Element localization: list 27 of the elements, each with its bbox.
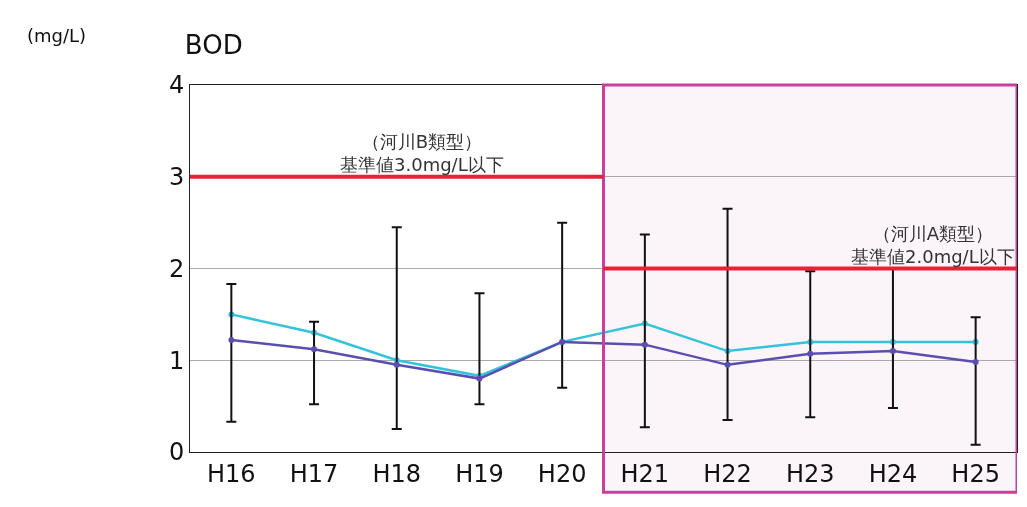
point: [889, 348, 896, 355]
chart-title: BOD: [184, 29, 243, 60]
x-tick-label: H24: [868, 459, 918, 488]
y-axis-title: (mg/L): [27, 25, 87, 46]
y-tick-label: 1: [168, 346, 185, 375]
x-tick-label: H22: [703, 459, 752, 488]
y-tick-label: 2: [168, 254, 185, 283]
point: [393, 361, 400, 368]
x-tick-label: H20: [537, 459, 587, 488]
point: [641, 341, 648, 348]
x-tick-label: H19: [455, 459, 504, 488]
point: [311, 346, 318, 353]
point: [972, 359, 979, 366]
point: [228, 337, 235, 344]
y-tick-label: 0: [168, 438, 185, 467]
x-tick-label: H16: [207, 459, 256, 488]
ref-line-label: （河川B類型）基準値3.0mg/L以下: [340, 131, 504, 176]
y-tick-label: 4: [168, 71, 185, 100]
x-tick-label: H25: [951, 459, 1000, 488]
x-tick-label: H21: [620, 459, 670, 488]
point: [724, 361, 731, 368]
x-tick-label: H17: [289, 459, 339, 488]
x-tick-label: H23: [785, 459, 835, 488]
ref-line-label: （河川A類型）基準値2.0mg/L以下: [851, 223, 1015, 268]
x-tick-label: H18: [372, 459, 422, 488]
y-tick-label: 3: [168, 163, 185, 192]
point: [807, 350, 814, 357]
